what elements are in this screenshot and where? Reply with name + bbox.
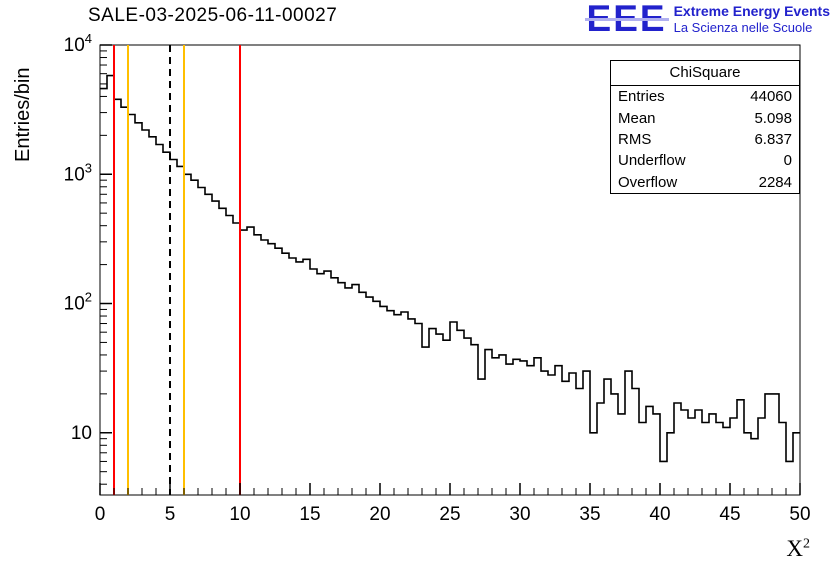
- stats-box-title: ChiSquare: [611, 61, 799, 86]
- histogram-step-line: [100, 74, 800, 463]
- stats-value: 44060: [750, 88, 792, 106]
- x-tick-label: 20: [369, 504, 390, 525]
- stats-value: 2284: [758, 173, 792, 191]
- x-tick-label: 10: [229, 504, 250, 525]
- eee-logo-line2: La Scienza nelle Scuole: [673, 19, 813, 35]
- stats-row-underflow: Underflow 0: [611, 150, 799, 171]
- y-axis-title: Entries/bin: [12, 67, 34, 163]
- stats-row-rms: RMS 6.837: [611, 129, 799, 150]
- stats-row-overflow: Overflow 2284: [611, 172, 799, 193]
- x-axis-title: X2: [786, 536, 810, 562]
- plot-title: SALE-03-2025-06-11-00027: [88, 5, 338, 26]
- x-tick-label: 15: [299, 504, 320, 525]
- x-tick-label: 30: [509, 504, 530, 525]
- y-tick-label: 10: [71, 423, 92, 444]
- eee-logo-text: Extreme Energy Events La Scienza nelle S…: [674, 3, 830, 36]
- eee-logo-line1: Extreme Energy Events: [673, 2, 830, 19]
- stats-label: Underflow: [618, 152, 686, 170]
- x-tick-label: 45: [719, 504, 740, 525]
- stats-label: RMS: [618, 130, 652, 148]
- stats-value: 6.837: [754, 130, 792, 148]
- y-tick-label: 104: [64, 31, 92, 56]
- stats-label: Mean: [618, 109, 656, 127]
- eee-logo-acronym: EEE: [584, 0, 669, 39]
- x-axis-title-base: X: [786, 536, 803, 561]
- x-tick-label: 25: [439, 504, 460, 525]
- x-tick-label: 40: [649, 504, 670, 525]
- x-tick-label: 0: [95, 504, 106, 525]
- stats-value: 5.098: [754, 109, 792, 127]
- x-tick-label: 35: [579, 504, 600, 525]
- y-tick-label: 103: [64, 160, 92, 185]
- x-axis-title-exponent: 2: [803, 536, 810, 552]
- stats-row-entries: Entries 44060: [611, 86, 799, 107]
- y-tick-label: 102: [64, 290, 92, 315]
- stats-label: Entries: [618, 88, 665, 106]
- stats-box: ChiSquare Entries 44060 Mean 5.098 RMS 6…: [610, 60, 800, 194]
- x-tick-label: 5: [165, 504, 176, 525]
- stats-row-mean: Mean 5.098: [611, 107, 799, 128]
- stats-value: 0: [783, 152, 792, 170]
- eee-logo: EEE Extreme Energy Events La Scienza nel…: [584, 0, 830, 39]
- stats-label: Overflow: [618, 173, 678, 191]
- x-tick-label: 50: [789, 504, 810, 525]
